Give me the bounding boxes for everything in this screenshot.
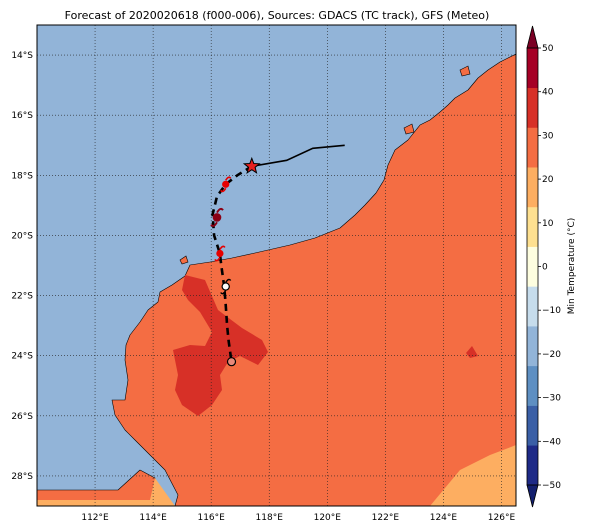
colorbar-tick-label: −40 — [542, 437, 561, 447]
latitude-tick-labels: 14°S 16°S 18°S 20°S 22°S 24°S 26°S 28°S — [11, 51, 33, 482]
colorbar-band — [527, 48, 538, 89]
colorbar-tick-label: 20 — [542, 175, 554, 185]
colorbar-tick-label: −30 — [542, 394, 561, 404]
colorbar-tick-label: −20 — [542, 350, 561, 360]
land-island — [403, 123, 415, 135]
longitude-tick-labels: 112°E 114°E 116°E 118°E 120°E 122°E 124°E 126°E — [81, 513, 515, 523]
colorbar-tick-label: −50 — [542, 481, 561, 491]
colorbar-band — [527, 286, 538, 327]
tropical-storm-marker — [214, 245, 226, 262]
current-position-star — [242, 156, 261, 174]
lon-tick-label: 118°E — [256, 513, 284, 523]
colorbar-tick-label: 30 — [542, 131, 554, 141]
lon-tick-label: 114°E — [139, 513, 167, 523]
colorbar: −50 −40 −30 −20 −10 0 10 20 30 40 50 — [526, 25, 561, 508]
lat-tick-label: 28°S — [11, 472, 33, 482]
lon-tick-label: 122°E — [372, 513, 400, 523]
lat-tick-label: 14°S — [11, 51, 33, 61]
temperature-region-30-40 — [173, 275, 268, 416]
lat-tick-label: 22°S — [11, 292, 33, 302]
colorbar-band — [527, 206, 538, 247]
colorbar-tick-label: 0 — [542, 263, 548, 273]
observed-track-line — [251, 144, 345, 168]
map-panel: 112°E 114°E 116°E 118°E 120°E 122°E 124°E 126°E… — [11, 24, 517, 523]
lat-tick-label: 18°S — [11, 171, 33, 181]
lon-tick-label: 124°E — [430, 513, 458, 523]
land-island — [179, 255, 189, 265]
colorbar-tick-label: 10 — [542, 219, 554, 229]
tropical-depression-marker — [220, 278, 232, 295]
colorbar-label: Min Temperature (°C) — [567, 218, 577, 315]
tropical-storm-marker — [220, 176, 232, 193]
colorbar-tick-label: −10 — [542, 306, 561, 316]
lat-tick-label: 16°S — [11, 111, 33, 121]
colorbar-band — [527, 445, 538, 486]
figure-title: Forecast of 2020020618 (f000-006), Sourc… — [65, 9, 490, 22]
lon-tick-label: 112°E — [81, 513, 109, 523]
colorbar-band — [527, 326, 538, 367]
colorbar-band — [527, 246, 538, 287]
lat-lon-grid — [37, 25, 516, 506]
lon-tick-label: 116°E — [197, 513, 225, 523]
colorbar-band — [527, 405, 538, 446]
colorbar-band — [527, 365, 538, 406]
colorbar-over-arrow — [526, 25, 539, 49]
map-frame — [36, 24, 517, 507]
colorbar-band — [527, 87, 538, 128]
low-pressure-marker — [226, 357, 237, 367]
temperature-region-10-20 — [37, 445, 516, 506]
lon-tick-label: 120°E — [314, 513, 342, 523]
lat-tick-label: 24°S — [11, 352, 33, 362]
colorbar-tick-label: 40 — [542, 88, 554, 98]
lon-tick-label: 126°E — [488, 513, 516, 523]
colorbar-band — [527, 127, 538, 168]
temperature-region-30-40 — [466, 346, 478, 358]
land-island — [459, 65, 471, 77]
colorbar-tick-label: 50 — [542, 44, 554, 54]
cyclone-track — [210, 144, 345, 367]
colorbar-under-arrow — [526, 484, 539, 508]
lat-tick-label: 26°S — [11, 412, 33, 422]
cyclone-cat1-marker — [210, 207, 224, 227]
colorbar-band — [527, 167, 538, 208]
lat-tick-label: 20°S — [11, 231, 33, 241]
